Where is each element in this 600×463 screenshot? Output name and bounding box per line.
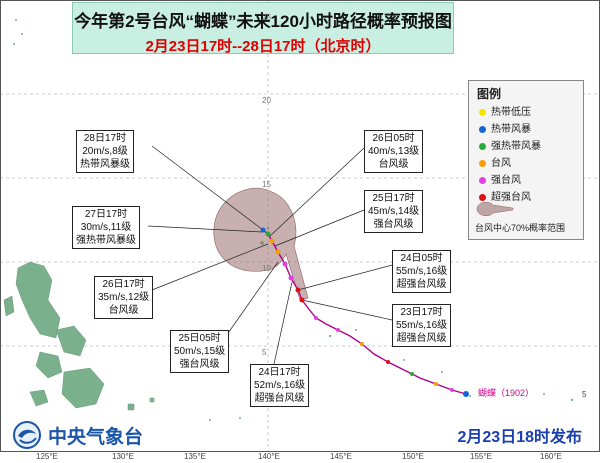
legend: 图例 热带低压 热带风暴 强热带风暴 台风 强台风 超强台风 台风中心70%概率… [468, 80, 584, 240]
legend-item-td: 热带低压 [469, 104, 583, 121]
callout-wind: 55m/s,16级 [396, 320, 448, 331]
legend-item-sts: 强热带风暴 [469, 138, 583, 155]
callout-wind: 35m/s,12级 [98, 292, 150, 303]
map-title: 今年第2号台风“蝴蝶”未来120小时路径概率预报图 [74, 12, 452, 31]
callout-wind: 50m/s,15级 [174, 346, 226, 357]
lon-label: 130°E [112, 452, 134, 461]
ts-dot-icon [479, 126, 486, 133]
callout-grade: 台风级 [378, 159, 409, 170]
callout-grade: 超强台风级 [396, 333, 447, 344]
lon-label: 140°E [258, 452, 280, 461]
lat-label: 15 [262, 180, 271, 189]
callout-23d17: 23日17时 55m/s,16级 超强台风级 [392, 304, 452, 347]
callout-wind: 52m/s,16级 [254, 380, 306, 391]
callout-26d17: 26日17时 35m/s,12级 台风级 [94, 276, 154, 319]
callout-wind: 20m/s,8级 [82, 146, 128, 157]
legend-label: 热带低压 [491, 107, 531, 118]
callout-25d17: 25日17时 45m/s,14级 强台风级 [364, 190, 424, 233]
callout-grade: 强台风级 [179, 359, 220, 370]
lat-label: 25 [262, 13, 271, 22]
land-masses [3, 261, 155, 411]
legend-label: 台风 [491, 158, 511, 169]
storm-track [262, 229, 467, 395]
callout-time: 24日05时 [400, 253, 443, 264]
callout-wind: 30m/s,11级 [80, 222, 132, 233]
lat-label: 10 [262, 264, 271, 273]
lon-label: 135°E [184, 452, 206, 461]
callout-28d17: 28日17时 20m/s,8级 热带风暴级 [76, 130, 134, 173]
callout-grade: 热带风暴级 [80, 159, 130, 170]
legend-label: 热带风暴 [491, 124, 531, 135]
callout-time: 28日17时 [83, 133, 127, 144]
map-subtitle: 2月23日17时--28日17时（北京时） [145, 38, 381, 55]
callout-wind: 55m/s,16级 [396, 266, 448, 277]
callout-grade: 超强台风级 [254, 393, 305, 404]
callout-24d17: 24日17时 52m/s,16级 超强台风级 [250, 364, 310, 407]
callout-grade: 强台风级 [373, 219, 414, 230]
callout-24d05: 24日05时 55m/s,16级 超强台风级 [392, 250, 452, 293]
lon-label: 150°E [402, 452, 424, 461]
sts-dot-icon [479, 143, 486, 150]
lat-label: 5 [262, 348, 267, 357]
callout-grade: 超强台风级 [396, 279, 447, 290]
callout-25d05: 25日05时 50m/s,15级 强台风级 [170, 330, 230, 373]
legend-label: 强台风 [491, 175, 521, 186]
supty-dot-icon [479, 194, 486, 201]
callout-time: 26日17时 [102, 279, 145, 290]
cone-swatch-icon [476, 201, 514, 217]
sty-dot-icon [479, 177, 486, 184]
callout-grade: 台风级 [108, 305, 139, 316]
lon-label: 155°E [470, 452, 492, 461]
legend-cone-label: 台风中心70%概率范围 [475, 223, 566, 233]
nmc-emblem-icon [13, 421, 41, 449]
callout-time: 25日17时 [372, 193, 415, 204]
legend-title: 图例 [477, 87, 502, 101]
probability-cone [213, 187, 309, 301]
callout-26d05: 26日05时 40m/s,13级 台风级 [364, 130, 424, 173]
callout-time: 24日17时 [258, 367, 301, 378]
axis-strip [0, 452, 600, 463]
legend-item-ty: 台风 [469, 155, 583, 172]
legend-label: 超强台风 [491, 192, 531, 203]
legend-label: 强热带风暴 [491, 141, 541, 152]
callout-wind: 45m/s,14级 [368, 206, 420, 217]
track-points [260, 227, 469, 397]
callout-27d17: 27日17时 30m/s,11级 强热带风暴级 [72, 206, 140, 249]
legend-item-supty: 超强台风 [469, 189, 583, 206]
callout-leaders [147, 145, 397, 365]
callout-time: 26日05时 [372, 133, 415, 144]
callout-grade: 强热带风暴级 [76, 235, 136, 246]
lon-label: 160°E [540, 452, 562, 461]
callout-time: 23日17时 [400, 307, 443, 318]
issue-time: 2月23日18时发布 [457, 429, 583, 446]
storm-name-label: 蝴蝶（1902） [478, 388, 535, 398]
lon-label: 145°E [330, 452, 352, 461]
legend-item-ts: 热带风暴 [469, 121, 583, 138]
callout-time: 25日05时 [178, 333, 221, 344]
legend-item-sty: 强台风 [469, 172, 583, 189]
lon-label: 125°E [36, 452, 58, 461]
callout-time: 27日17时 [84, 209, 128, 220]
issuer-name: 中央气象台 [48, 426, 144, 448]
callout-wind: 40m/s,13级 [368, 146, 420, 157]
td-dot-icon [479, 109, 486, 116]
cma-logo: 中央气象台 [12, 420, 143, 450]
lat-label: 20 [262, 96, 271, 105]
map-title-box: 今年第2号台风“蝴蝶”未来120小时路径概率预报图 2月23日17时--28日1… [72, 2, 454, 55]
ty-dot-icon [479, 160, 486, 167]
lat-label-right: 5 [582, 390, 587, 399]
